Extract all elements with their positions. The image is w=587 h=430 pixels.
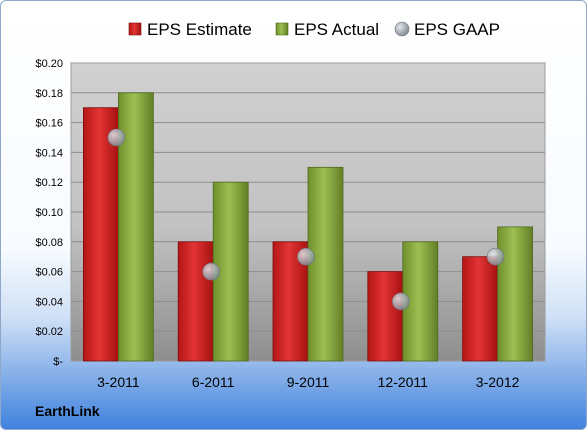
eps-gaap-marker bbox=[391, 292, 410, 311]
x-tick-label: 9-2011 bbox=[287, 374, 330, 390]
eps-actual-bar bbox=[497, 226, 534, 362]
y-tick-label: $0.12 bbox=[35, 177, 63, 189]
y-tick-label: $0.06 bbox=[35, 267, 63, 279]
eps-estimate-bar bbox=[83, 107, 119, 362]
y-tick-label: $0.08 bbox=[35, 237, 63, 249]
eps-gaap-marker bbox=[107, 128, 126, 147]
bars bbox=[83, 92, 534, 362]
y-tick-label: $0.20 bbox=[35, 58, 63, 70]
x-axis-ticks: 3-2011 6-2011 9-2011 12-2011 3-2012 bbox=[97, 374, 519, 390]
legend: EPS Estimate EPS Actual EPS GAAP bbox=[128, 20, 500, 39]
legend-swatch bbox=[394, 21, 410, 37]
legend-label: EPS Estimate bbox=[147, 20, 252, 39]
eps-gaap-marker bbox=[486, 247, 505, 266]
x-tick-label: 6-2011 bbox=[192, 374, 235, 390]
eps-gaap-marker bbox=[202, 262, 220, 281]
eps-estimate-bar bbox=[462, 256, 499, 362]
eps-estimate-bar bbox=[177, 241, 214, 362]
eps-gaap-marker bbox=[297, 247, 315, 266]
x-tick-label: 12-2011 bbox=[378, 374, 429, 390]
y-tick-label: $0.10 bbox=[35, 207, 63, 219]
source-label: EarthLink bbox=[35, 403, 100, 419]
y-tick-label: $0.18 bbox=[35, 88, 63, 100]
legend-label: EPS GAAP bbox=[414, 20, 500, 39]
y-tick-label: $0.16 bbox=[35, 118, 63, 130]
gaap-markers bbox=[107, 128, 505, 311]
x-tick-label: 3-2011 bbox=[97, 374, 140, 390]
y-tick-label: $0.02 bbox=[35, 326, 63, 338]
y-tick-label: $- bbox=[53, 356, 63, 368]
y-axis-ticks: $- $0.02 $0.04 $0.06 $0.08 $0.10 $0.12 $0.14 $0.… bbox=[35, 58, 63, 368]
y-tick-label: $0.14 bbox=[35, 147, 63, 159]
legend-swatch bbox=[128, 22, 142, 36]
legend-swatch bbox=[275, 22, 289, 36]
x-tick-label: 3-2012 bbox=[476, 374, 520, 390]
eps-actual-bar bbox=[307, 166, 344, 362]
legend-label: EPS Actual bbox=[294, 20, 379, 39]
eps-estimate-bar bbox=[367, 271, 404, 362]
y-tick-label: $0.04 bbox=[35, 296, 63, 308]
